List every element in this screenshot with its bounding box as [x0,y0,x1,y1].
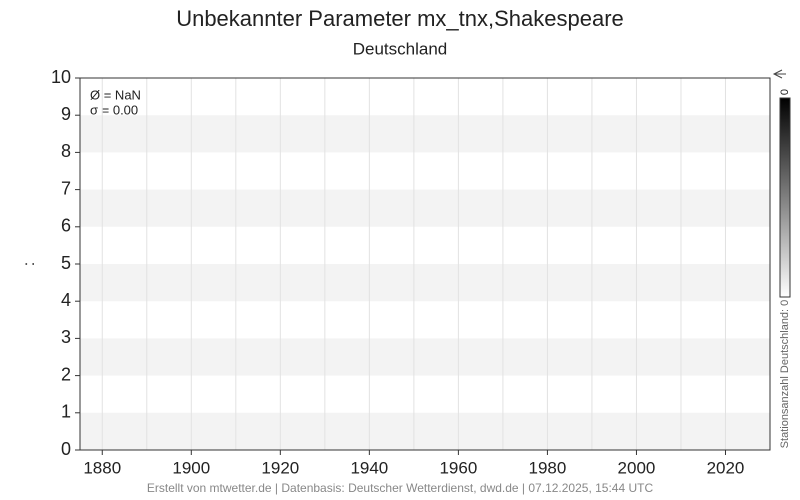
y-tick-label: 0 [61,439,71,459]
arrow-icon [772,69,786,79]
band [80,264,770,302]
y-tick-label: 5 [61,253,71,273]
chart-subtitle: Deutschland [353,39,448,58]
x-tick-label: 1880 [83,458,121,477]
x-tick-label: 1940 [350,458,388,477]
band [80,115,770,153]
footer: Erstellt von mtwetter.de | Datenbasis: D… [147,481,654,495]
y-tick-label: 7 [61,178,71,198]
y-tick-label: 3 [61,327,71,347]
y-tick-label: 8 [61,141,71,161]
y-tick-label: 10 [51,67,71,87]
y-tick-label: 4 [61,290,71,310]
y-tick-label: 2 [61,364,71,384]
band [80,412,770,450]
x-tick-label: 2000 [618,458,656,477]
x-tick-label: 1900 [172,458,210,477]
x-tick-label: 1960 [439,458,477,477]
x-tick-label: 1920 [261,458,299,477]
annotation: Ø = NaN [90,87,141,102]
y-axis-label: : [21,262,38,266]
colorbar-tick-label: 0 [779,89,791,95]
y-tick-label: 6 [61,216,71,236]
colorbar [779,97,791,298]
y-tick-label: 9 [61,104,71,124]
chart-title: Unbekannter Parameter mx_tnx,Shakespeare [176,6,624,31]
y-tick-label: 1 [61,402,71,422]
colorbar-label: Stationsanzahl Deutschland: 0 [779,300,791,449]
x-tick-label: 2020 [707,458,745,477]
annotation: σ = 0.00 [90,102,138,117]
x-tick-label: 1980 [529,458,567,477]
band [80,338,770,376]
band [80,189,770,227]
